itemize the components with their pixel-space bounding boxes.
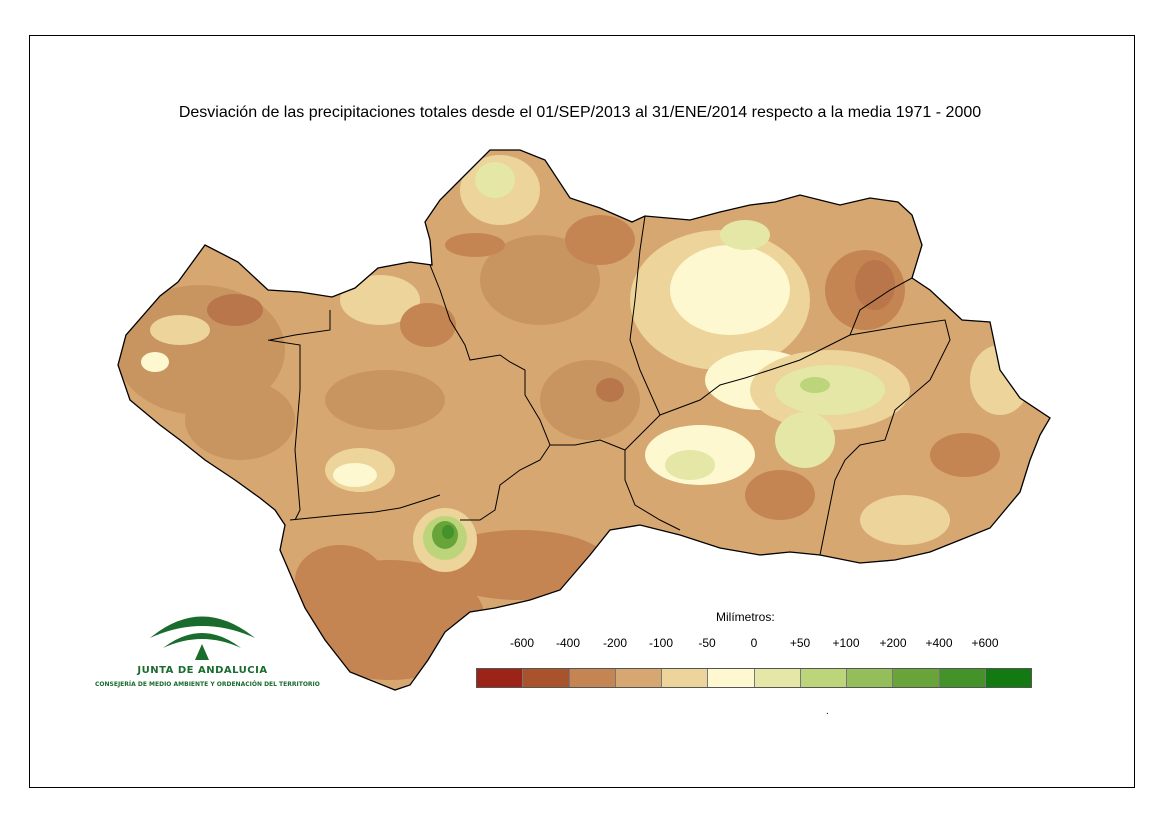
- logo-name: JUNTA DE ANDALUCIA: [137, 665, 268, 676]
- legend-swatch: [569, 669, 616, 687]
- legend-label: +50: [789, 636, 811, 650]
- legend-label: -400: [555, 636, 581, 650]
- legend-label: -200: [602, 636, 628, 650]
- legend-swatch: [893, 669, 940, 687]
- legend-label: +100: [832, 636, 860, 650]
- legend-title: Milímetros:: [716, 610, 775, 624]
- legend-label: 0: [750, 636, 758, 650]
- map-frame: [29, 35, 1135, 788]
- legend-swatch: [662, 669, 709, 687]
- logo-arcs-icon: [150, 616, 255, 660]
- legend-swatch: [523, 669, 570, 687]
- legend-swatch: [477, 669, 524, 687]
- map-title: Desviación de las precipitaciones totale…: [178, 104, 982, 121]
- legend-swatch: [939, 669, 986, 687]
- legend-label: -600: [509, 636, 535, 650]
- legend-swatch: [615, 669, 662, 687]
- legend-label: +200: [879, 636, 907, 650]
- legend-labels: -600 -400 -200 -100 -50 0 +50 +100 +200 …: [476, 636, 1032, 654]
- legend-label: -100: [648, 636, 674, 650]
- province-borders: [267, 215, 951, 556]
- junta-de-andalucia-logo: JUNTA DE ANDALUCIA CONSEJERÍA DE MEDIO A…: [95, 600, 320, 695]
- legend-label: +400: [925, 636, 953, 650]
- legend-swatch: [800, 669, 847, 687]
- legend-label: +600: [971, 636, 999, 650]
- legend-swatch: [847, 669, 894, 687]
- legend-swatch: [985, 669, 1031, 687]
- legend-color-bar: [476, 668, 1032, 688]
- legend-swatch: [754, 669, 801, 687]
- marker-dot: .: [826, 706, 829, 717]
- legend-swatch: [708, 669, 755, 687]
- logo-subtitle: CONSEJERÍA DE MEDIO AMBIENTE Y ORDENACIÓ…: [95, 681, 320, 688]
- legend-label: -50: [698, 636, 716, 650]
